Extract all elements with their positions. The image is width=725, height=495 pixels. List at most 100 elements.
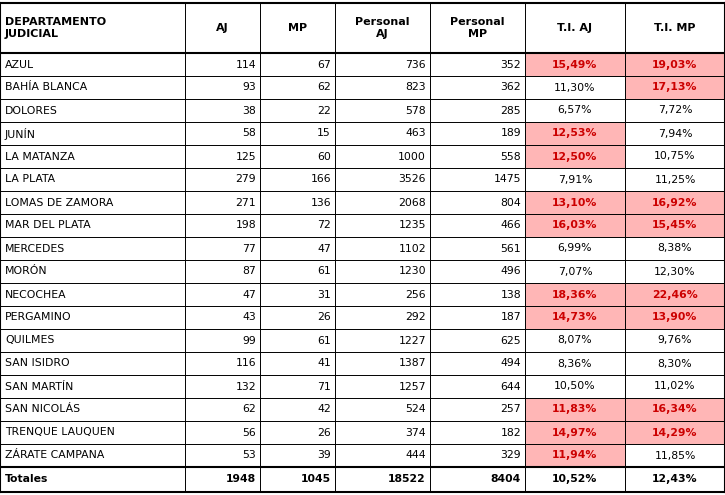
Text: 116: 116 <box>236 358 256 368</box>
Bar <box>260 122 335 145</box>
Bar <box>525 191 625 214</box>
Bar <box>430 375 525 398</box>
Text: 823: 823 <box>405 83 426 93</box>
Bar <box>185 283 260 306</box>
Bar <box>0 375 185 398</box>
Bar <box>430 122 525 145</box>
Text: T.I. MP: T.I. MP <box>654 23 696 33</box>
Text: PERGAMINO: PERGAMINO <box>5 312 72 323</box>
Text: 42: 42 <box>318 404 331 414</box>
Text: 166: 166 <box>310 175 331 185</box>
Bar <box>625 467 725 492</box>
Bar <box>260 283 335 306</box>
Bar <box>260 329 335 352</box>
Bar <box>0 352 185 375</box>
Text: 62: 62 <box>242 404 256 414</box>
Text: MERCEDES: MERCEDES <box>5 244 65 253</box>
Bar <box>0 122 185 145</box>
Text: JUNÍN: JUNÍN <box>5 128 36 140</box>
Text: 12,53%: 12,53% <box>552 129 597 139</box>
Bar <box>260 398 335 421</box>
Bar <box>525 99 625 122</box>
Bar <box>525 444 625 467</box>
Text: 187: 187 <box>500 312 521 323</box>
Text: 8,36%: 8,36% <box>558 358 592 368</box>
Text: MORÓN: MORÓN <box>5 266 48 277</box>
Bar <box>260 444 335 467</box>
Text: 19,03%: 19,03% <box>652 59 697 69</box>
Text: 182: 182 <box>500 428 521 438</box>
Text: 14,29%: 14,29% <box>652 428 697 438</box>
Bar <box>335 145 430 168</box>
Bar <box>0 467 185 492</box>
Bar <box>185 352 260 375</box>
Text: AZUL: AZUL <box>5 59 34 69</box>
Bar <box>430 283 525 306</box>
Bar <box>625 168 725 191</box>
Bar <box>430 76 525 99</box>
Bar <box>185 237 260 260</box>
Bar <box>430 444 525 467</box>
Bar <box>430 214 525 237</box>
Bar <box>260 53 335 76</box>
Bar <box>185 122 260 145</box>
Text: MP: MP <box>288 23 307 33</box>
Bar <box>335 76 430 99</box>
Text: 13,10%: 13,10% <box>552 198 597 207</box>
Bar <box>525 214 625 237</box>
Text: T.I. AJ: T.I. AJ <box>558 23 592 33</box>
Bar <box>430 398 525 421</box>
Text: SAN ISIDRO: SAN ISIDRO <box>5 358 70 368</box>
Bar <box>625 214 725 237</box>
Bar <box>335 260 430 283</box>
Text: 2068: 2068 <box>398 198 426 207</box>
Bar <box>335 352 430 375</box>
Bar <box>430 53 525 76</box>
Bar <box>335 329 430 352</box>
Bar <box>625 375 725 398</box>
Bar <box>525 352 625 375</box>
Text: 47: 47 <box>242 290 256 299</box>
Bar <box>335 214 430 237</box>
Bar <box>185 53 260 76</box>
Text: 11,83%: 11,83% <box>552 404 597 414</box>
Text: 31: 31 <box>318 290 331 299</box>
Text: 1235: 1235 <box>399 220 426 231</box>
Bar <box>335 444 430 467</box>
Text: 15,45%: 15,45% <box>652 220 697 231</box>
Text: 58: 58 <box>242 129 256 139</box>
Bar <box>0 421 185 444</box>
Text: 463: 463 <box>405 129 426 139</box>
Bar <box>335 168 430 191</box>
Text: 16,34%: 16,34% <box>652 404 697 414</box>
Text: 466: 466 <box>500 220 521 231</box>
Text: 22,46%: 22,46% <box>652 290 698 299</box>
Text: Personal
MP: Personal MP <box>450 17 505 39</box>
Text: 99: 99 <box>242 336 256 346</box>
Bar <box>525 168 625 191</box>
Text: 1000: 1000 <box>398 151 426 161</box>
Bar <box>625 260 725 283</box>
Bar <box>625 145 725 168</box>
Text: 41: 41 <box>318 358 331 368</box>
Text: 8,38%: 8,38% <box>658 244 692 253</box>
Bar <box>625 3 725 53</box>
Bar <box>525 421 625 444</box>
Bar <box>335 375 430 398</box>
Text: 352: 352 <box>500 59 521 69</box>
Text: 257: 257 <box>500 404 521 414</box>
Bar <box>260 421 335 444</box>
Bar <box>625 53 725 76</box>
Bar <box>625 191 725 214</box>
Text: 329: 329 <box>500 450 521 460</box>
Bar <box>260 145 335 168</box>
Bar <box>430 191 525 214</box>
Bar <box>185 260 260 283</box>
Text: 11,02%: 11,02% <box>654 382 696 392</box>
Bar <box>260 99 335 122</box>
Bar <box>625 237 725 260</box>
Bar <box>335 53 430 76</box>
Text: 524: 524 <box>405 404 426 414</box>
Text: 198: 198 <box>236 220 256 231</box>
Bar <box>525 283 625 306</box>
